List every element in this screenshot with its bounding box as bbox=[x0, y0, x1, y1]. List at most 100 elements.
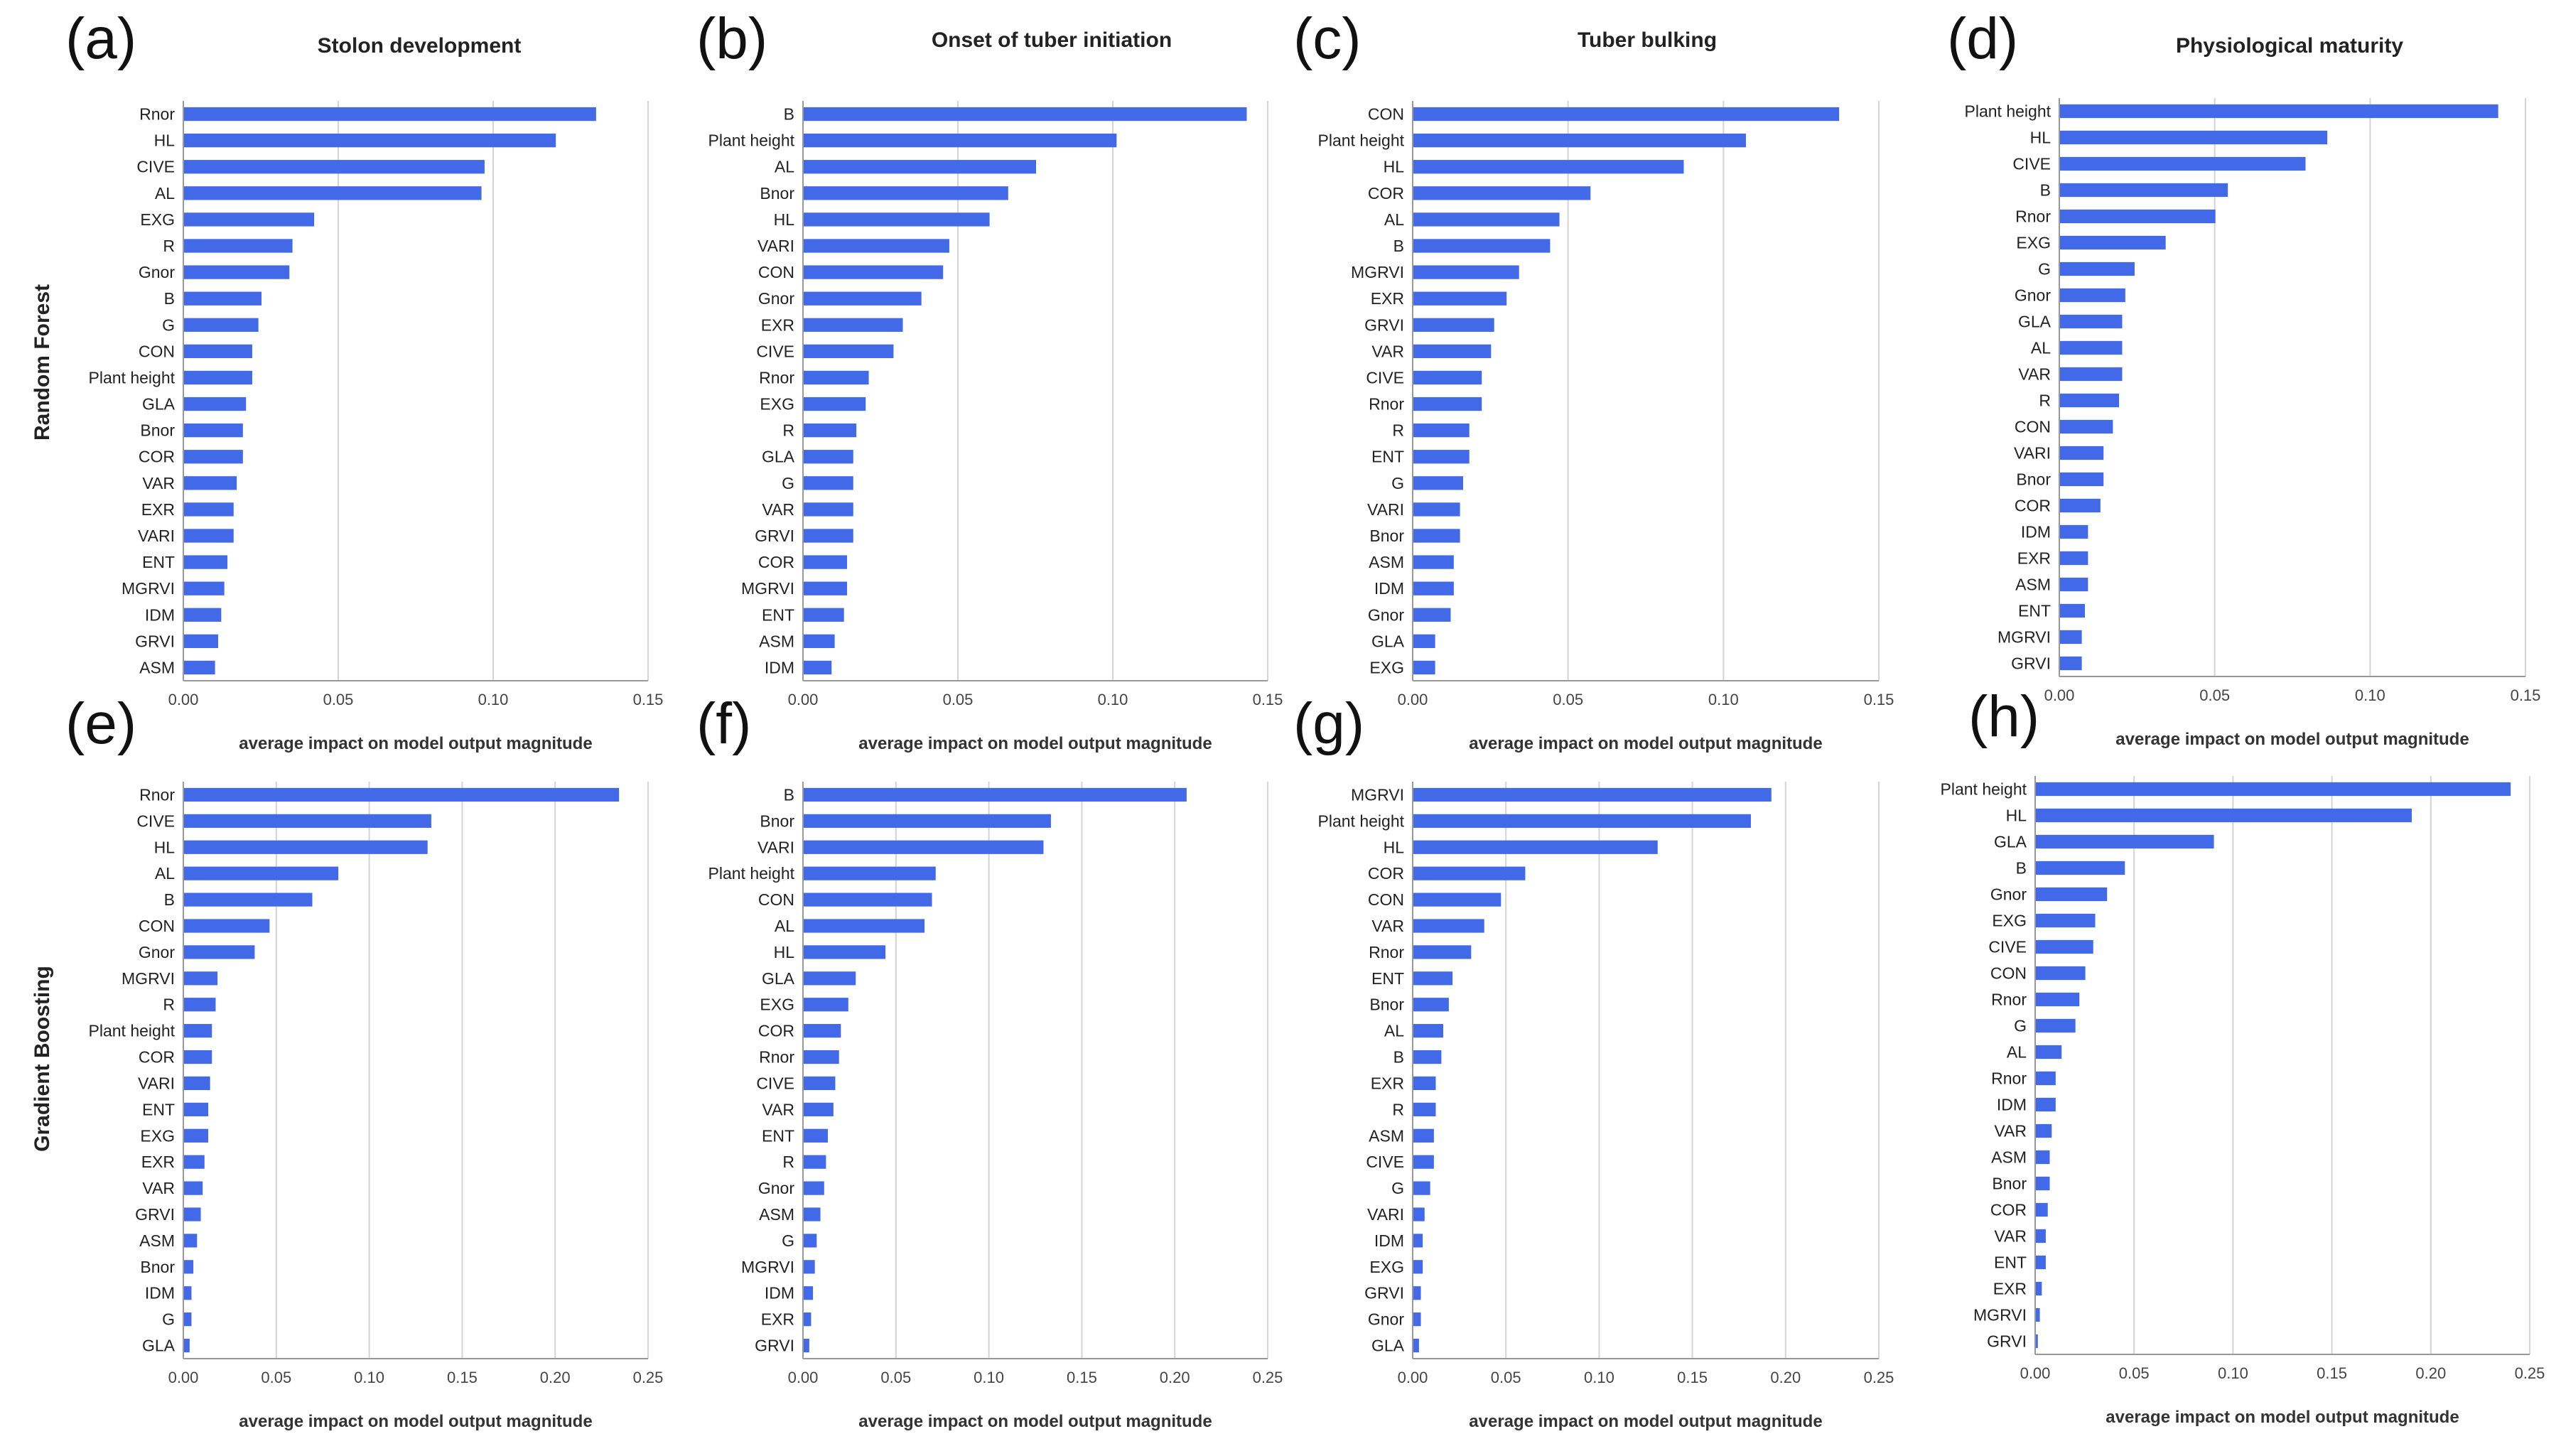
category-label-b-13: GLA bbox=[762, 448, 795, 466]
category-label-b-21: IDM bbox=[765, 658, 794, 676]
bar-b-9 bbox=[804, 344, 894, 359]
category-label-d-12: CON bbox=[2015, 418, 2051, 436]
bar-f-0 bbox=[804, 787, 1187, 802]
bar-c-10 bbox=[1413, 370, 1482, 385]
category-label-f-13: ENT bbox=[762, 1126, 794, 1145]
row-label-random-forest-text: Random Forest bbox=[31, 284, 54, 441]
bar-d-16 bbox=[2060, 524, 2088, 539]
category-label-e-3: AL bbox=[155, 864, 175, 883]
category-label-e-13: EXG bbox=[140, 1126, 175, 1145]
category-label-b-12: R bbox=[782, 421, 794, 440]
bar-e-14 bbox=[184, 1155, 205, 1169]
bar-g-20 bbox=[1413, 1312, 1421, 1327]
x-tick-label-b-3: 0.15 bbox=[1253, 691, 1283, 708]
panel-letter-h: (h) bbox=[1968, 684, 2039, 749]
bar-d-11 bbox=[2060, 393, 2120, 408]
category-label-a-6: Gnor bbox=[139, 263, 175, 281]
category-label-c-9: VAR bbox=[1371, 342, 1404, 360]
bar-a-20 bbox=[184, 634, 218, 649]
category-label-f-2: VARI bbox=[757, 838, 794, 856]
bar-e-11 bbox=[184, 1076, 210, 1091]
chart-panel-c: (c) Tuber bulking 0.00 0.05 0.10 0.15 CON Plant… bbox=[1293, 6, 1894, 753]
category-label-b-4: HL bbox=[774, 210, 795, 229]
category-label-b-1: Plant height bbox=[708, 131, 795, 150]
category-label-a-1: HL bbox=[154, 131, 176, 150]
bar-c-11 bbox=[1413, 397, 1482, 411]
bar-d-7 bbox=[2060, 288, 2125, 303]
x-axis-label-a: average impact on model output magnitude bbox=[239, 734, 592, 753]
x-tick-label-c-2: 0.10 bbox=[1708, 691, 1739, 708]
category-label-f-14: R bbox=[782, 1153, 794, 1171]
bar-e-5 bbox=[184, 919, 270, 933]
bar-a-7 bbox=[184, 291, 262, 306]
category-label-c-19: Gnor bbox=[1368, 605, 1404, 624]
x-tick-label-e-3: 0.15 bbox=[447, 1369, 478, 1386]
category-label-d-17: EXR bbox=[2017, 549, 2051, 568]
category-label-d-21: GRVI bbox=[2011, 654, 2051, 673]
bar-a-6 bbox=[184, 265, 290, 279]
category-label-c-13: ENT bbox=[1371, 448, 1404, 466]
category-label-h-4: Gnor bbox=[1990, 885, 2027, 904]
x-tick-label-g-1: 0.05 bbox=[1491, 1369, 1521, 1386]
category-label-g-6: Rnor bbox=[1369, 943, 1404, 961]
category-label-a-3: AL bbox=[155, 184, 175, 203]
category-label-e-21: GLA bbox=[142, 1337, 176, 1355]
bar-g-1 bbox=[1413, 814, 1751, 828]
category-label-a-19: IDM bbox=[145, 605, 175, 624]
bar-c-7 bbox=[1413, 291, 1507, 306]
category-label-g-18: EXG bbox=[1369, 1258, 1404, 1276]
category-label-c-16: Bnor bbox=[1369, 527, 1404, 545]
bar-e-12 bbox=[184, 1102, 209, 1116]
category-label-e-1: CIVE bbox=[136, 811, 175, 830]
bar-h-14 bbox=[2036, 1150, 2050, 1165]
bar-c-2 bbox=[1413, 160, 1684, 174]
category-label-a-18: MGRVI bbox=[122, 579, 175, 598]
category-label-d-1: HL bbox=[2030, 129, 2052, 147]
category-label-f-16: ASM bbox=[759, 1205, 794, 1224]
category-label-h-8: Rnor bbox=[1991, 991, 2027, 1009]
bar-b-7 bbox=[804, 291, 922, 306]
bar-g-7 bbox=[1413, 971, 1453, 986]
category-label-a-21: ASM bbox=[139, 658, 175, 676]
bar-g-21 bbox=[1413, 1338, 1419, 1353]
x-axis-label-g: average impact on model output magnitude bbox=[1469, 1412, 1822, 1431]
x-tick-label-b-0: 0.00 bbox=[788, 691, 819, 708]
bar-h-4 bbox=[2036, 887, 2108, 902]
bar-h-2 bbox=[2036, 834, 2214, 849]
bar-f-14 bbox=[804, 1155, 826, 1169]
category-label-g-12: R bbox=[1392, 1100, 1404, 1118]
bar-c-18 bbox=[1413, 581, 1454, 595]
bar-h-8 bbox=[2036, 992, 2080, 1007]
bar-c-0 bbox=[1413, 107, 1840, 122]
bar-h-15 bbox=[2036, 1176, 2050, 1191]
bar-c-21 bbox=[1413, 660, 1435, 675]
category-label-h-13: VAR bbox=[1994, 1122, 2027, 1140]
bar-e-18 bbox=[184, 1260, 194, 1274]
bar-g-14 bbox=[1413, 1155, 1434, 1169]
bar-b-8 bbox=[804, 318, 903, 332]
x-tick-label-a-3: 0.15 bbox=[633, 691, 664, 708]
bar-g-0 bbox=[1413, 787, 1772, 802]
bar-b-6 bbox=[804, 265, 944, 279]
bar-a-19 bbox=[184, 608, 222, 622]
category-label-h-15: Bnor bbox=[1992, 1175, 2027, 1193]
x-tick-label-e-1: 0.05 bbox=[261, 1369, 291, 1386]
category-label-f-21: GRVI bbox=[755, 1337, 794, 1355]
bar-a-2 bbox=[184, 160, 485, 174]
bar-g-10 bbox=[1413, 1050, 1442, 1064]
category-label-f-19: IDM bbox=[765, 1284, 794, 1303]
chart-panel-f: (f) 0.00 0.05 0.10 0.15 0.20 0.25 B Bnor VARI Plan… bbox=[696, 691, 1283, 1431]
category-label-e-20: G bbox=[162, 1310, 175, 1329]
bar-b-19 bbox=[804, 608, 844, 622]
category-label-g-11: EXR bbox=[1371, 1074, 1404, 1092]
bar-e-6 bbox=[184, 945, 255, 959]
x-tick-label-e-0: 0.00 bbox=[168, 1369, 199, 1386]
category-label-c-21: EXG bbox=[1369, 658, 1404, 676]
category-label-e-18: Bnor bbox=[140, 1258, 175, 1276]
x-tick-label-d-0: 0.00 bbox=[2044, 686, 2075, 704]
category-label-g-5: VAR bbox=[1371, 917, 1404, 935]
category-label-d-18: ASM bbox=[2015, 576, 2051, 594]
category-label-h-19: EXR bbox=[1993, 1280, 2027, 1298]
category-label-f-18: MGRVI bbox=[741, 1258, 794, 1276]
category-label-a-7: B bbox=[164, 289, 175, 308]
